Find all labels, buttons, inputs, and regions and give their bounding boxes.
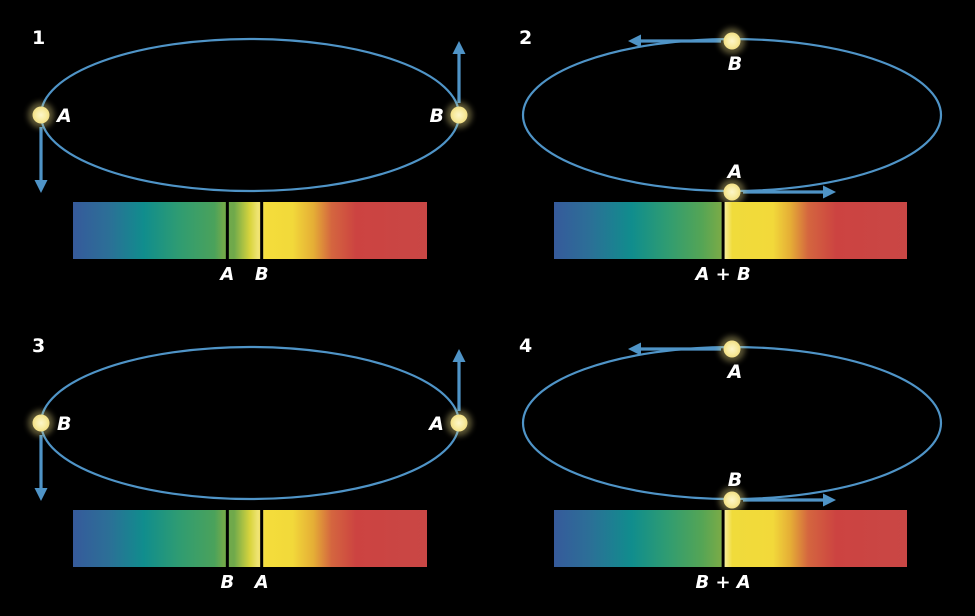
spectrum-bar [554,202,907,259]
velocity-arrowhead-icon [823,185,836,199]
spectrum-bar [73,202,427,259]
velocity-arrowhead-icon [34,488,48,501]
velocity-arrowhead-icon [823,493,836,507]
panel-number: 2 [519,27,533,49]
spectral-line [260,202,264,259]
spectral-line-label: B [220,572,234,593]
star-label: B [728,469,742,491]
velocity-arrowhead-icon [628,342,641,356]
panel-number: 4 [519,335,533,357]
spectrum-bar [73,510,427,567]
panel-2: 2 B A A + B [487,0,975,308]
panel-4-canvas: A B B + A [521,336,943,593]
star-icon [450,414,468,432]
panel-2-canvas: B A A + B [521,28,943,285]
star-label: B [57,413,71,435]
star-label: A [726,161,743,183]
panel-4: 4 A B B + A [487,308,975,616]
star-icon [32,414,50,432]
orbit-ellipse [39,345,461,501]
panel-3-canvas: B AB A [28,345,472,593]
spectral-line-label: A + B [693,264,750,285]
velocity-arrowhead-icon [452,41,466,54]
spectral-line-label: B + A [695,572,750,593]
star-icon [32,106,50,124]
spectral-line [721,510,725,567]
spectral-line-label: A [253,572,269,593]
spectral-line [225,510,229,567]
spectrum-bar [554,510,907,567]
velocity-arrowhead-icon [34,180,48,193]
spectral-line-label: A [218,264,234,285]
star-label: B [728,53,742,75]
panel-number: 3 [32,335,46,357]
panel-number: 1 [32,27,46,49]
star-label: A [55,105,72,127]
spectral-line-label: B [255,264,269,285]
star-icon [723,183,741,201]
star-icon [723,340,741,358]
velocity-arrowhead-icon [628,34,641,48]
star-label: B [430,105,444,127]
orbit-ellipse [39,37,461,193]
spectral-line [721,202,725,259]
star-icon [723,32,741,50]
star-icon [450,106,468,124]
star-icon [723,491,741,509]
star-label: A [427,413,444,435]
spectral-line [225,202,229,259]
star-label: A [726,361,743,383]
velocity-arrowhead-icon [452,349,466,362]
panel-1-canvas: A BA B [28,37,472,285]
spectral-line [260,510,264,567]
